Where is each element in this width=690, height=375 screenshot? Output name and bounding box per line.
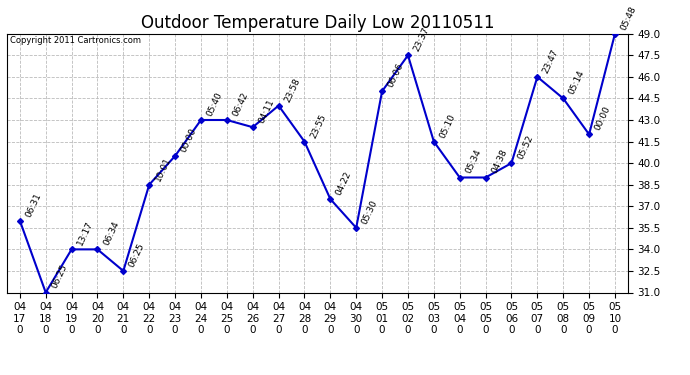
Text: 23:58: 23:58 [283,76,302,104]
Text: 05:30: 05:30 [360,198,380,226]
Text: 23:55: 23:55 [308,112,328,140]
Text: 05:40: 05:40 [205,91,224,118]
Text: 10:01: 10:01 [153,155,172,183]
Text: 06:25: 06:25 [128,242,146,269]
Text: 06:34: 06:34 [101,220,121,247]
Text: 06:31: 06:31 [24,191,43,219]
Text: 05:52: 05:52 [515,134,535,161]
Text: 06:06: 06:06 [386,62,405,89]
Text: 05:34: 05:34 [464,148,483,176]
Text: 04:22: 04:22 [335,170,353,197]
Text: Copyright 2011 Cartronics.com: Copyright 2011 Cartronics.com [10,36,141,45]
Text: 04:11: 04:11 [257,98,276,125]
Title: Outdoor Temperature Daily Low 20110511: Outdoor Temperature Daily Low 20110511 [141,14,494,32]
Text: 00:00: 00:00 [179,126,198,154]
Text: 05:10: 05:10 [438,112,457,140]
Text: 05:14: 05:14 [567,69,586,96]
Text: 06:42: 06:42 [231,91,250,118]
Text: 05:48: 05:48 [619,4,638,32]
Text: 04:38: 04:38 [490,148,509,176]
Text: 06:25: 06:25 [50,263,69,290]
Text: 13:17: 13:17 [76,220,95,247]
Text: 23:47: 23:47 [542,48,560,75]
Text: 00:00: 00:00 [593,105,612,132]
Text: 23:37: 23:37 [412,26,431,53]
